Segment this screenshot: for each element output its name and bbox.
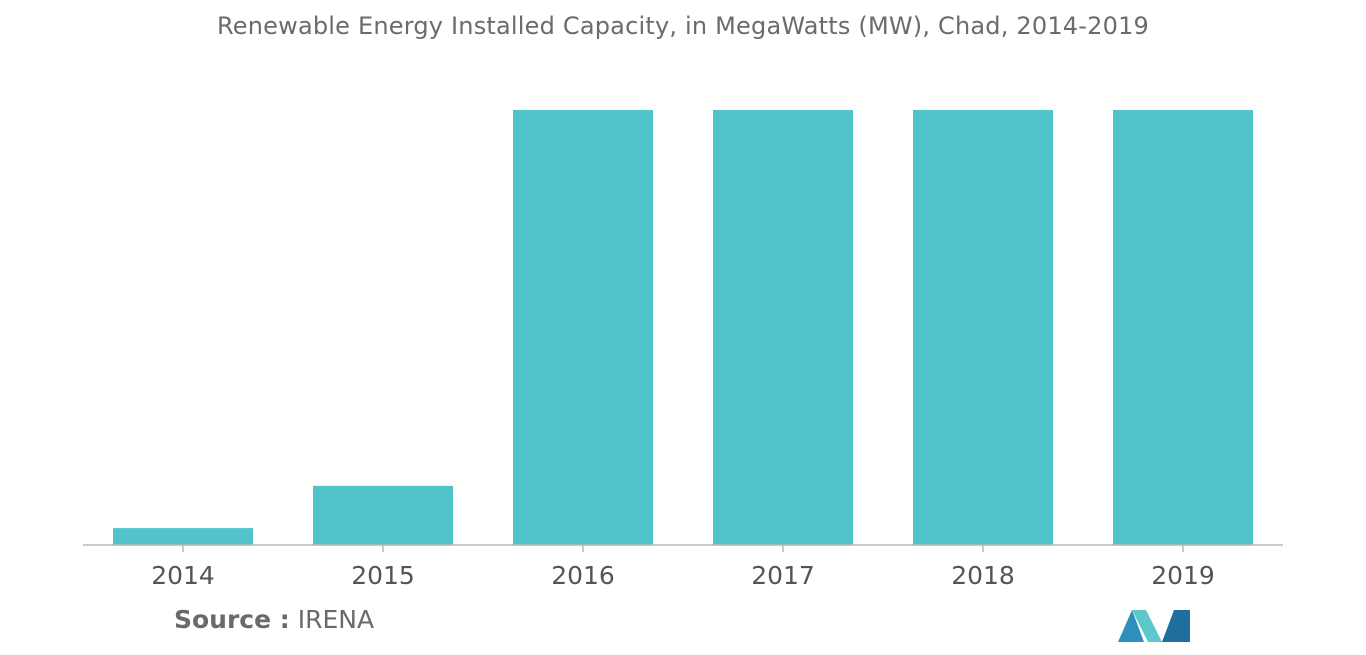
mordor-intelligence-logo-icon xyxy=(1118,610,1190,642)
bar-2016 xyxy=(513,110,653,545)
source-note: Source : IRENA xyxy=(174,605,374,634)
bar-2014 xyxy=(113,528,253,545)
x-tick-labels-group: 2014 2015 2016 2017 2018 2019 xyxy=(151,561,1215,590)
x-tick-label-2017: 2017 xyxy=(751,561,815,590)
x-tick-label-2014: 2014 xyxy=(151,561,215,590)
x-ticks-group xyxy=(182,545,1184,552)
x-tick-label-2019: 2019 xyxy=(1151,561,1215,590)
source-label: Source : xyxy=(174,605,290,634)
logo-shape-mid xyxy=(1132,610,1162,642)
chart-title: Renewable Energy Installed Capacity, in … xyxy=(216,12,1150,40)
bars-group xyxy=(113,110,1253,545)
x-tick-label-2018: 2018 xyxy=(951,561,1015,590)
bar-2015 xyxy=(313,485,453,545)
source-value: IRENA xyxy=(297,605,375,634)
x-tick-label-2015: 2015 xyxy=(351,561,415,590)
logo-shape-right xyxy=(1162,610,1190,642)
bar-2018 xyxy=(913,110,1053,545)
bar-2019 xyxy=(1113,110,1253,545)
bar-2017 xyxy=(713,110,853,545)
x-tick-label-2016: 2016 xyxy=(551,561,615,590)
logo-shape-left xyxy=(1118,610,1144,642)
